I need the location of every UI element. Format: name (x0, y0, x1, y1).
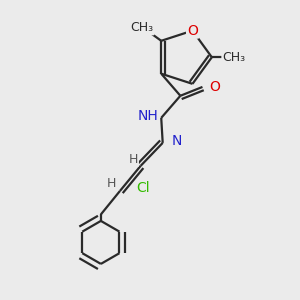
Text: O: O (187, 24, 198, 38)
Text: N: N (172, 134, 182, 148)
Text: CH₃: CH₃ (222, 51, 245, 64)
Text: CH₃: CH₃ (130, 21, 154, 34)
Text: O: O (209, 80, 220, 94)
Text: Cl: Cl (136, 181, 150, 195)
Text: H: H (129, 153, 138, 166)
Text: H: H (106, 177, 116, 190)
Text: NH: NH (137, 110, 158, 123)
